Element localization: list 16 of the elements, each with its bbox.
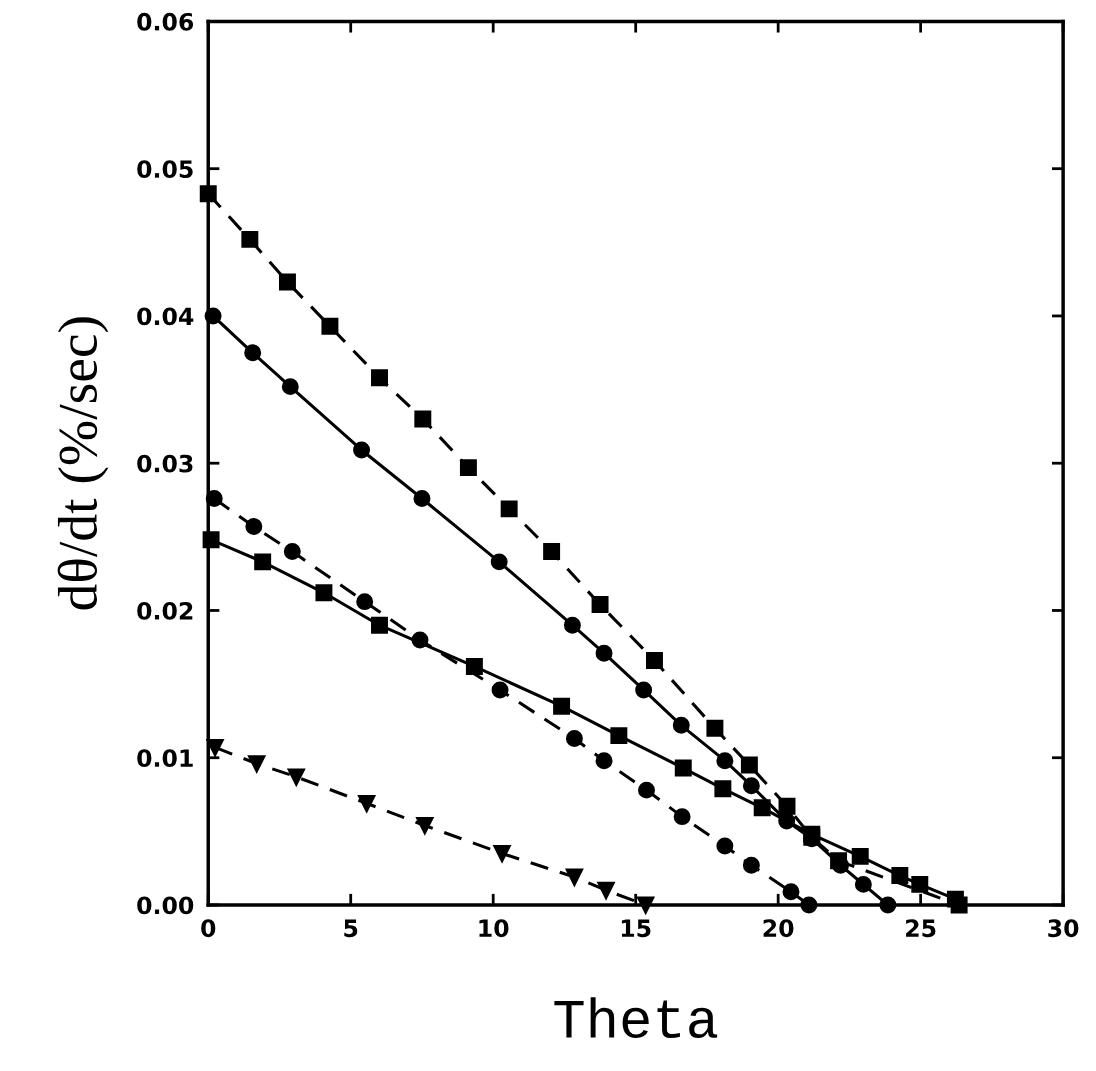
x-tick-label: 5 [344, 919, 358, 938]
y-tick-label: 0.06 [137, 12, 194, 31]
x-tick-label: 0 [201, 919, 216, 938]
x-tick-label: 15 [621, 919, 651, 938]
y-axis-title: dθ/dt (%/sec) [57, 317, 109, 610]
x-tick-label: 10 [479, 919, 509, 938]
x-tick-label: 25 [906, 919, 936, 938]
y-tick-label: 0.05 [137, 160, 193, 178]
y-tick-label: 0.02 [137, 601, 193, 620]
y-tick-label: 0.03 [137, 454, 193, 473]
x-axis-title: Theta [554, 997, 718, 1039]
y-tick-label: 0.00 [137, 896, 194, 915]
y-tick-label: 0.04 [137, 307, 194, 326]
x-tick-label: 30 [1048, 919, 1079, 938]
y-tick-label: 0.01 [137, 749, 193, 768]
x-tick-label: 20 [763, 919, 794, 938]
